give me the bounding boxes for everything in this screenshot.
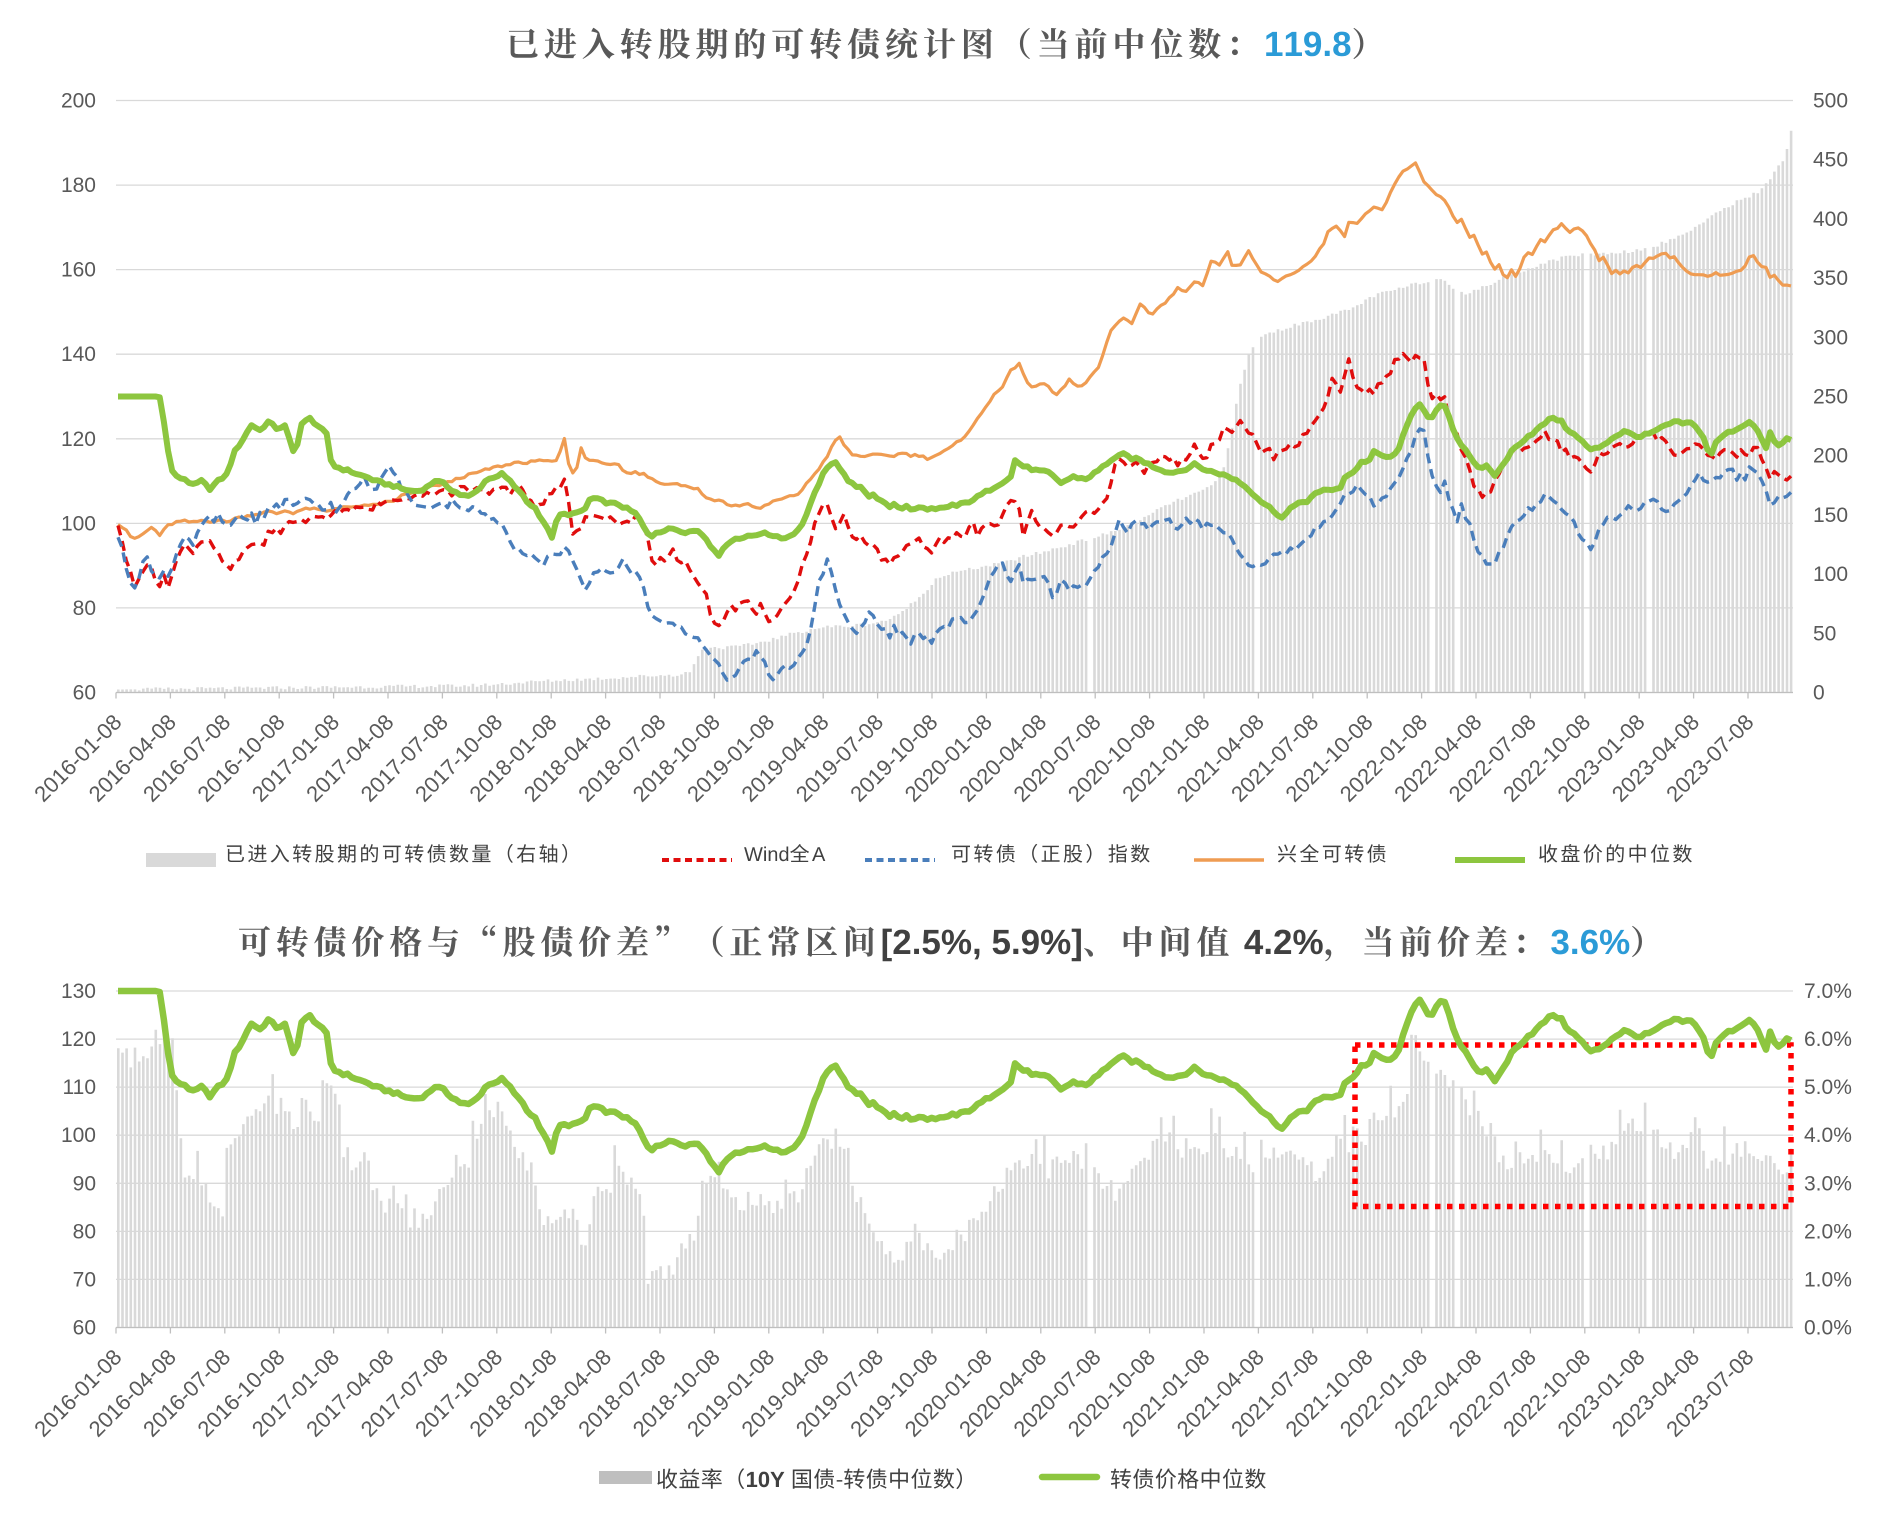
- svg-text:140: 140: [61, 343, 96, 366]
- svg-text:7.0%: 7.0%: [1804, 980, 1852, 1003]
- svg-text:90: 90: [73, 1172, 96, 1195]
- svg-text:180: 180: [61, 174, 96, 197]
- svg-text:120: 120: [61, 1028, 96, 1051]
- svg-text:1.0%: 1.0%: [1804, 1268, 1852, 1291]
- svg-text:250: 250: [1813, 386, 1848, 409]
- svg-text:110: 110: [63, 1076, 96, 1099]
- svg-text:100: 100: [61, 1124, 96, 1147]
- svg-text:0: 0: [1813, 682, 1825, 705]
- svg-text:80: 80: [73, 597, 96, 620]
- svg-text:160: 160: [61, 259, 96, 282]
- svg-text:5.0%: 5.0%: [1804, 1076, 1852, 1099]
- svg-text:100: 100: [1813, 563, 1848, 586]
- svg-text:150: 150: [1813, 504, 1848, 527]
- svg-text:120: 120: [61, 428, 96, 451]
- svg-text:130: 130: [61, 980, 96, 1003]
- svg-text:3.0%: 3.0%: [1804, 1172, 1852, 1195]
- svg-text:450: 450: [1813, 149, 1848, 172]
- svg-text:2.0%: 2.0%: [1804, 1220, 1852, 1243]
- svg-text:4.0%: 4.0%: [1804, 1124, 1852, 1147]
- svg-text:100: 100: [61, 512, 96, 535]
- svg-text:350: 350: [1813, 267, 1848, 290]
- svg-text:70: 70: [73, 1268, 96, 1291]
- svg-text:60: 60: [73, 1317, 96, 1340]
- svg-text:50: 50: [1813, 622, 1836, 645]
- svg-text:300: 300: [1813, 326, 1848, 349]
- svg-text:60: 60: [73, 682, 96, 705]
- svg-text:500: 500: [1813, 90, 1848, 113]
- svg-text:400: 400: [1813, 208, 1848, 231]
- svg-text:6.0%: 6.0%: [1804, 1028, 1852, 1051]
- svg-text:0.0%: 0.0%: [1804, 1317, 1852, 1340]
- svg-text:200: 200: [61, 90, 96, 113]
- svg-text:80: 80: [73, 1220, 96, 1243]
- svg-text:200: 200: [1813, 445, 1848, 468]
